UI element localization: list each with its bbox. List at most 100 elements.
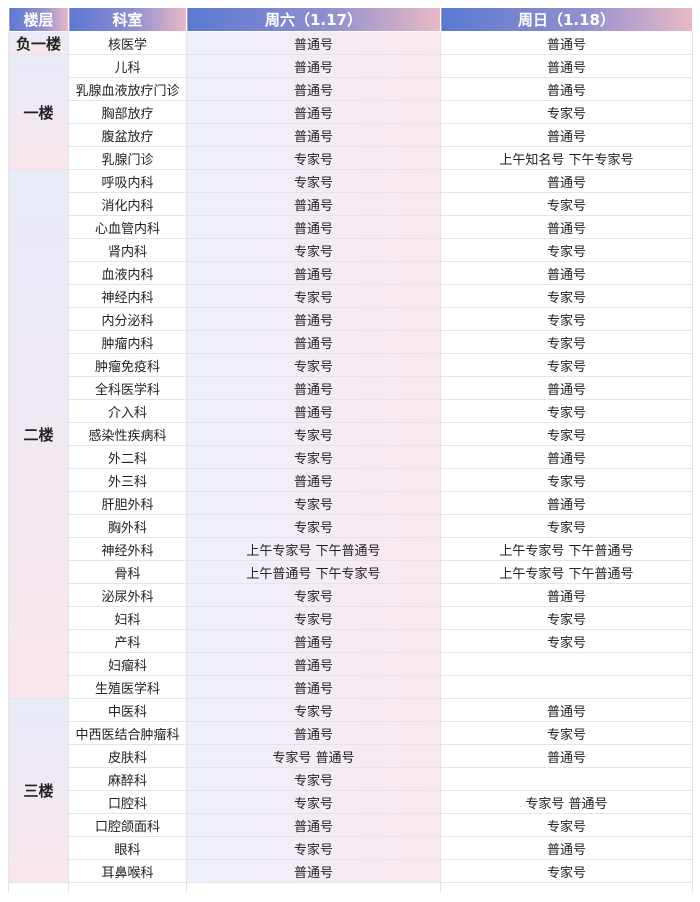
- saturday-cell: 普通号: [186, 123, 441, 147]
- header-sunday: 周日（1.18）: [440, 7, 693, 32]
- saturday-cell: 普通号: [186, 468, 441, 492]
- sunday-cell: 上午专家号 下午普通号: [440, 537, 693, 561]
- department-cell: 血液内科: [68, 261, 187, 285]
- department-cell: 麻醉科: [68, 767, 187, 791]
- empty-cell: [186, 882, 441, 893]
- department-cell: 妇瘤科: [68, 652, 187, 676]
- sunday-cell: [440, 767, 693, 791]
- department-cell: 呼吸内科: [68, 169, 187, 193]
- department-cell: 产科: [68, 629, 187, 653]
- sunday-cell: 普通号: [440, 261, 693, 285]
- saturday-cell: 专家号: [186, 790, 441, 814]
- department-cell: 核医学: [68, 31, 187, 55]
- saturday-cell: 上午专家号 下午普通号: [186, 537, 441, 561]
- sunday-cell: 专家号: [440, 422, 693, 446]
- table-row: 麻醉科 专家号: [9, 767, 693, 791]
- department-cell: 中医科: [68, 698, 187, 722]
- saturday-cell: 专家号: [186, 353, 441, 377]
- saturday-cell: 普通号: [186, 399, 441, 423]
- sunday-cell: 专家号: [440, 721, 693, 745]
- department-cell: 儿科: [68, 54, 187, 78]
- table-row: 泌尿外科 专家号 普通号: [9, 583, 693, 607]
- table-row: 肾内科 专家号 专家号: [9, 238, 693, 262]
- table-row: 神经外科 上午专家号 下午普通号 上午专家号 下午普通号: [9, 537, 693, 561]
- sunday-cell: 专家号: [440, 330, 693, 354]
- table-row: 口腔科 专家号 专家号 普通号: [9, 790, 693, 814]
- sunday-cell: 专家号: [440, 284, 693, 308]
- saturday-cell: 普通号: [186, 629, 441, 653]
- department-cell: 乳腺门诊: [68, 146, 187, 170]
- saturday-cell: 专家号: [186, 606, 441, 630]
- table-row: 口腔颌面科 普通号 专家号: [9, 813, 693, 837]
- sunday-cell: [440, 652, 693, 676]
- saturday-cell: 专家号 普通号: [186, 744, 441, 768]
- department-cell: 妇科: [68, 606, 187, 630]
- sunday-cell: 上午知名号 下午专家号: [440, 146, 693, 170]
- sunday-cell: 专家号: [440, 629, 693, 653]
- floor-cell: 负一楼: [8, 31, 69, 55]
- department-cell: 心血管内科: [68, 215, 187, 239]
- sunday-cell: 普通号: [440, 836, 693, 860]
- sunday-cell: 普通号: [440, 169, 693, 193]
- sunday-cell: 普通号: [440, 698, 693, 722]
- sunday-cell: 专家号: [440, 399, 693, 423]
- table-row: 皮肤科 专家号 普通号 普通号: [9, 744, 693, 768]
- table-row: 胸部放疗 普通号 专家号: [9, 100, 693, 124]
- table-row: 内分泌科 普通号 专家号: [9, 307, 693, 331]
- table-row: 感染性疾病科 专家号 专家号: [9, 422, 693, 446]
- department-cell: 消化内科: [68, 192, 187, 216]
- department-cell: 口腔科: [68, 790, 187, 814]
- header-floor: 楼层: [8, 7, 69, 32]
- department-cell: 腹盆放疗: [68, 123, 187, 147]
- table-row: 神经内科 专家号 专家号: [9, 284, 693, 308]
- sunday-cell: 普通号: [440, 491, 693, 515]
- table-row: 负一楼 核医学 普通号 普通号: [8, 31, 693, 55]
- floor-cell: 二楼: [8, 169, 69, 699]
- department-cell: 泌尿外科: [68, 583, 187, 607]
- sunday-cell: [440, 675, 693, 699]
- saturday-cell: 普通号: [186, 859, 441, 883]
- department-cell: 耳鼻喉科: [68, 859, 187, 883]
- sunday-cell: 普通号: [440, 215, 693, 239]
- floor-cell: 三楼: [8, 698, 69, 883]
- department-cell: 乳腺血液放疗门诊: [68, 77, 187, 101]
- sunday-cell: 专家号: [440, 192, 693, 216]
- header-department: 科室: [68, 7, 187, 32]
- department-cell: 全科医学科: [68, 376, 187, 400]
- sunday-cell: 专家号: [440, 813, 693, 837]
- table-row: 三楼 中医科 专家号 普通号: [8, 698, 693, 883]
- saturday-cell: 普通号: [186, 721, 441, 745]
- table-row: 妇瘤科 普通号: [9, 652, 693, 676]
- saturday-cell: 专家号: [186, 146, 441, 170]
- sunday-cell: 普通号: [440, 376, 693, 400]
- department-cell: 神经内科: [68, 284, 187, 308]
- floor-cell: 一楼: [8, 54, 69, 170]
- empty-row: [8, 882, 693, 893]
- table-row: 一楼 儿科 普通号 普通号: [8, 54, 693, 170]
- sunday-cell: 普通号: [440, 31, 693, 55]
- department-cell: 中西医结合肿瘤科: [68, 721, 187, 745]
- table-row: 乳腺血液放疗门诊 普通号 普通号: [9, 77, 693, 101]
- sunday-cell: 上午专家号 下午普通号: [440, 560, 693, 584]
- department-cell: 肿瘤内科: [68, 330, 187, 354]
- saturday-cell: 专家号: [186, 445, 441, 469]
- department-cell: 生殖医学科: [68, 675, 187, 699]
- sunday-cell: 专家号: [440, 514, 693, 538]
- saturday-cell: 专家号: [186, 836, 441, 860]
- table-row: 二楼 呼吸内科 专家号 普通号: [8, 169, 693, 699]
- sunday-cell: 专家号: [440, 307, 693, 331]
- saturday-cell: 专家号: [186, 491, 441, 515]
- table-row: 肿瘤免疫科 专家号 专家号: [9, 353, 693, 377]
- header-row: 楼层 科室 周六（1.17） 周日（1.18）: [8, 7, 693, 32]
- saturday-cell: 普通号: [186, 215, 441, 239]
- sunday-cell: 专家号: [440, 606, 693, 630]
- saturday-cell: 上午普通号 下午专家号: [186, 560, 441, 584]
- saturday-cell: 普通号: [186, 376, 441, 400]
- table-row: 介入科 普通号 专家号: [9, 399, 693, 423]
- sunday-cell: 专家号: [440, 859, 693, 883]
- sunday-cell: 普通号: [440, 54, 693, 78]
- saturday-cell: 普通号: [186, 100, 441, 124]
- table-row: 产科 普通号 专家号: [9, 629, 693, 653]
- department-cell: 神经外科: [68, 537, 187, 561]
- department-cell: 骨科: [68, 560, 187, 584]
